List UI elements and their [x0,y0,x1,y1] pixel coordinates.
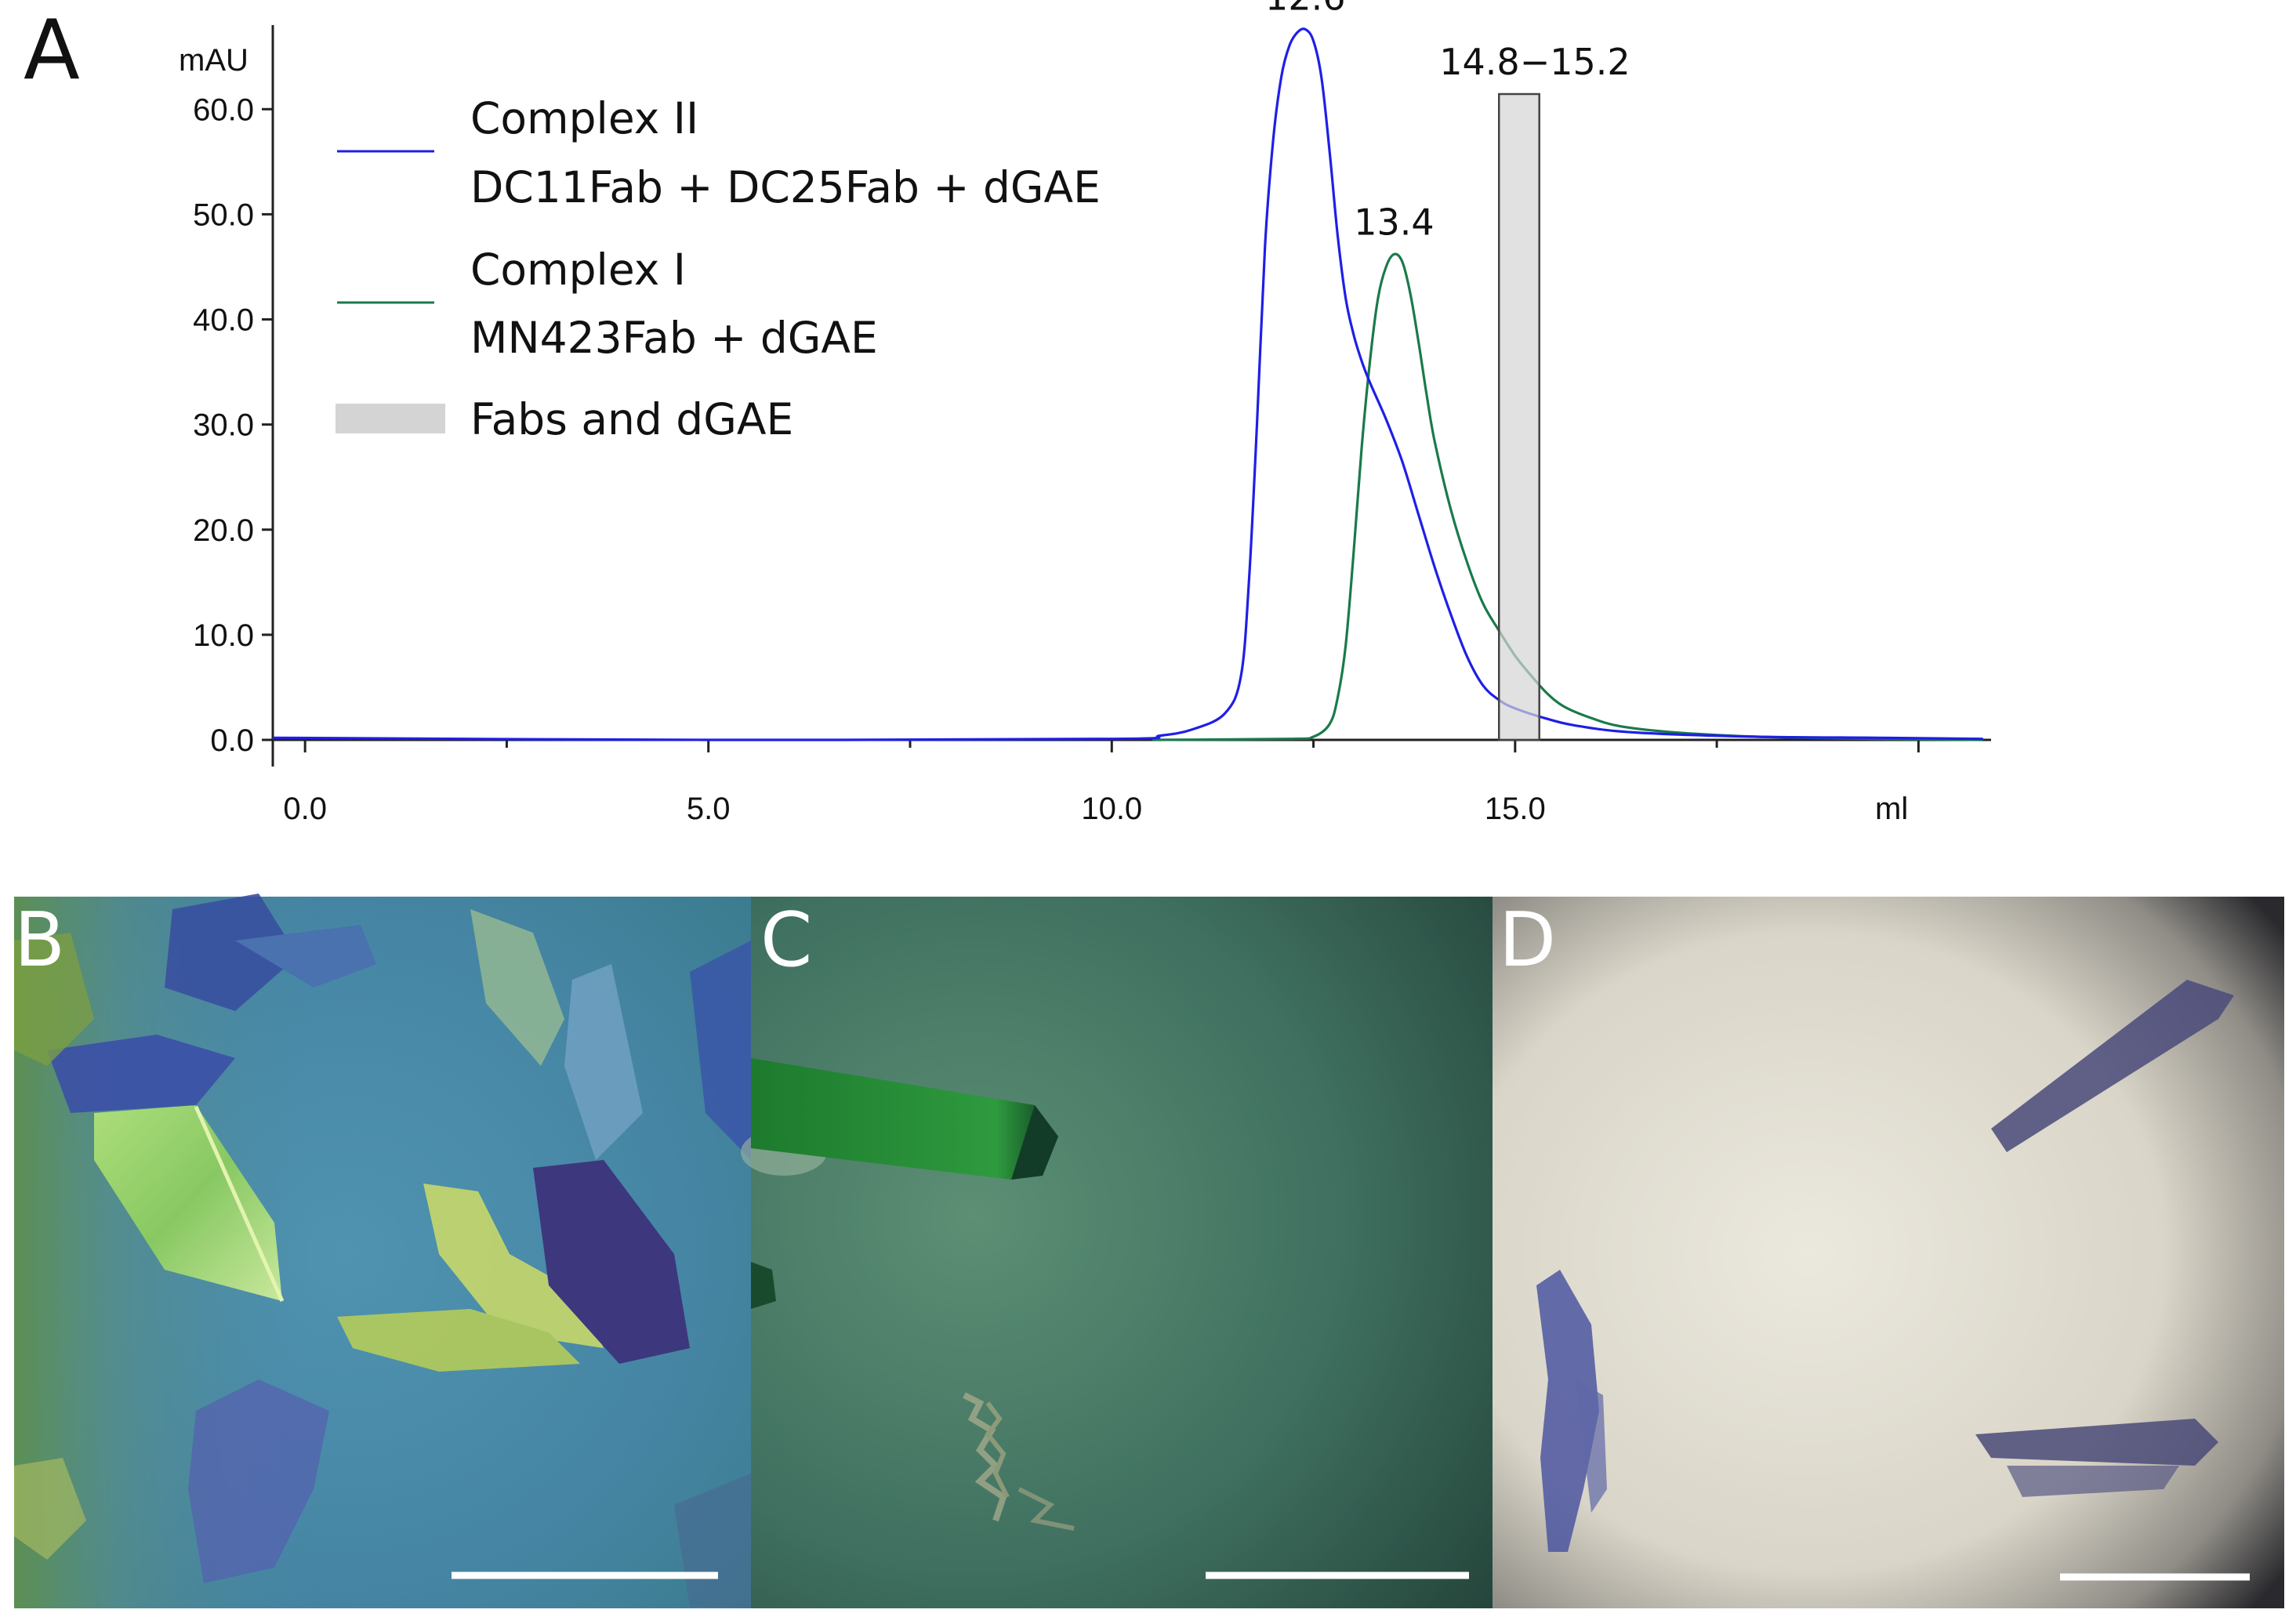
legend-label-complex-i: Complex I [470,245,686,295]
y-tick-label: 10.0 [193,618,254,653]
x-ticks: 0.0 5.0 10.0 15.0 [283,740,1920,826]
crystals-b [14,894,751,1608]
y-tick-label: 60.0 [193,92,254,127]
panel-label-c: C [760,897,812,984]
micrograph-c: C [741,897,1493,1608]
crystals-c [963,1392,1075,1531]
micrograph-c-background [751,897,1493,1608]
peak-label-complex-ii: 12.6 [1265,0,1345,18]
x-tick-label: 10.0 [1081,792,1142,826]
y-tick-label: 50.0 [193,198,254,232]
region-label: 14.8−15.2 [1439,41,1630,83]
y-ticks: 0.0 10.0 20.0 30.0 40.0 50.0 60.0 [193,92,273,758]
micrograph-b: B [14,894,751,1608]
y-tick-label: 30.0 [193,408,254,443]
x-axis-label: ml [1875,792,1908,826]
y-tick-label: 0.0 [210,723,254,758]
x-tick-label: 15.0 [1485,792,1546,826]
legend-sublabel-complex-ii: DC11Fab + DC25Fab + dGAE [470,162,1101,212]
series-line-complex-i [1152,252,1983,741]
legend-swatch-fabs-dgae [336,404,445,433]
peak-label-complex-i: 13.4 [1354,201,1434,243]
x-tick-label: 0.0 [283,792,327,826]
y-axis-label: mAU [179,43,248,78]
y-tick-label: 40.0 [193,303,254,338]
legend: Complex II DC11Fab + DC25Fab + dGAE Comp… [336,93,1101,444]
legend-label-fabs-dgae: Fabs and dGAE [470,394,793,444]
panel-label-d: D [1499,897,1556,984]
x-tick-label: 5.0 [687,792,731,826]
micrograph-d: D [1493,897,2284,1608]
fabs-dgae-region [1497,92,1540,741]
legend-sublabel-complex-i: MN423Fab + dGAE [470,313,878,363]
legend-label-complex-ii: Complex II [470,93,698,143]
y-tick-label: 20.0 [193,513,254,548]
crystals-d [1536,980,2234,1552]
panel-label-b: B [14,897,65,984]
panel-label-a: A [24,2,80,98]
